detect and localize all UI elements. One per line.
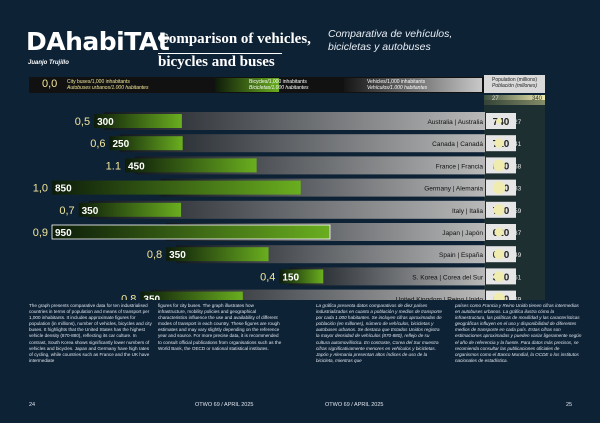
bicycle-value-label: 850 bbox=[55, 184, 72, 195]
bus-value-label: 0,7 bbox=[59, 205, 74, 217]
body-text-col3: La gráfica presenta datos comparativos d… bbox=[316, 303, 442, 363]
country-label: France | Francia bbox=[436, 163, 484, 170]
bus-value-label: 0,8 bbox=[121, 294, 136, 300]
legend-population: Population (millions) Población (millone… bbox=[484, 75, 545, 93]
vehicle-bar bbox=[119, 134, 486, 153]
vehicle-bar bbox=[289, 267, 485, 286]
country-label: Japan | Japón bbox=[442, 230, 483, 237]
vehicle-bar bbox=[88, 200, 485, 219]
country-label: Canada | Canadá bbox=[432, 141, 483, 148]
bicycle-bar bbox=[279, 269, 324, 284]
country-label: S. Korea | Corea del Sur bbox=[412, 274, 484, 281]
title-spanish: Comparativa de vehículos, bicicletas y a… bbox=[328, 28, 453, 53]
legend-bicycle-en: Bicycles/1,000 inhabitants bbox=[249, 79, 307, 85]
population-scale-min: 27 bbox=[492, 96, 499, 102]
country-label: Australia | Australia bbox=[427, 119, 483, 126]
bicycle-bar bbox=[109, 136, 183, 151]
title-underline bbox=[158, 53, 282, 54]
vehicle-bar bbox=[104, 112, 486, 130]
bus-value-label: 0,6 bbox=[90, 138, 105, 150]
legend-bus-label: City buses/1,000 inhabitants Autobuses u… bbox=[67, 79, 148, 91]
body-text-col4: países como Francia y Reino Unido tienen… bbox=[455, 303, 582, 363]
bicycle-bar bbox=[51, 224, 331, 240]
legend: 0,0 City buses/1,000 inhabitants Autobus… bbox=[29, 77, 484, 93]
issue-right: OTWO 69 / APRIL 2025 bbox=[325, 402, 384, 408]
brand-logo: DAhabiTAt bbox=[26, 27, 170, 56]
legend-bus-es: Autobuses urbanos/1.000 habitantes bbox=[67, 85, 149, 91]
bicycle-value-label: 350 bbox=[143, 295, 160, 300]
population-value-label: 41 bbox=[514, 141, 522, 148]
legend-bicycle-es: Bicicletas/1.000 habitantes bbox=[249, 85, 309, 91]
bus-value-label: 0,9 bbox=[33, 227, 48, 239]
country-label: Italy | Italia bbox=[452, 208, 483, 215]
issue-left: OTWO 69 / APRIL 2025 bbox=[195, 402, 254, 408]
page-number-left: 24 bbox=[29, 402, 36, 408]
population-column bbox=[484, 100, 545, 300]
bicycle-value-label: 950 bbox=[55, 228, 72, 239]
bicycle-bar bbox=[124, 158, 257, 173]
country-label: United Kingdom | Reino Unido bbox=[396, 297, 484, 300]
bicycle-bar bbox=[52, 180, 301, 195]
bicycle-bar bbox=[78, 202, 182, 217]
legend-vehicle-es: Vehículos/1.000 habitantes bbox=[367, 85, 428, 91]
population-value-label: 27 bbox=[514, 119, 522, 126]
population-value-label: 37 bbox=[514, 230, 522, 237]
population-circle bbox=[492, 181, 506, 194]
population-value-label: 68 bbox=[514, 163, 522, 170]
bicycle-value-label: 350 bbox=[169, 250, 186, 261]
legend-bicycle-swatch bbox=[215, 78, 279, 92]
title-english: Comparison of vehicles, bicycles and bus… bbox=[158, 31, 311, 70]
population-circle bbox=[493, 292, 505, 300]
population-circle bbox=[494, 227, 504, 237]
population-value-label: 51 bbox=[514, 274, 522, 281]
bicycle-bar bbox=[166, 247, 269, 262]
legend-population-en: Population (millions) bbox=[491, 77, 538, 83]
bicycle-value-label: 350 bbox=[82, 206, 99, 217]
population-circle bbox=[493, 159, 505, 172]
population-scale-max: 340 bbox=[531, 96, 542, 102]
bicycle-bar bbox=[140, 291, 243, 300]
bicycle-value-label: 450 bbox=[128, 161, 145, 172]
population-value-label: 49 bbox=[514, 252, 522, 259]
legend-bus-value: 0,0 bbox=[42, 78, 58, 90]
vehicle-bar bbox=[150, 289, 486, 300]
population-circle bbox=[496, 118, 502, 124]
population-value-label: 69 bbox=[514, 297, 522, 300]
bar-chart: 740Australia | Australia3000,527710Canad… bbox=[33, 100, 545, 300]
author-name: Juanjo Trujillo bbox=[28, 60, 69, 66]
legend-vehicle-en: Vehicles/1,000 inhabitants bbox=[367, 79, 426, 85]
country-label: Germany | Alemania bbox=[424, 186, 483, 193]
bicycle-value-label: 150 bbox=[282, 272, 299, 283]
bicycle-value-label: 250 bbox=[113, 139, 130, 150]
bicycle-value-label: 300 bbox=[97, 117, 114, 128]
population-circle bbox=[493, 271, 505, 282]
population-circle bbox=[493, 249, 505, 260]
bus-value-label: 1,0 bbox=[33, 183, 48, 195]
population-value-label: 59 bbox=[514, 208, 522, 215]
bicycle-bar bbox=[94, 114, 182, 128]
bus-value-label: 0,4 bbox=[260, 271, 275, 283]
page-number-right: 25 bbox=[566, 402, 573, 408]
population-circle bbox=[494, 138, 504, 148]
body-text-col1: The graph presents comparative data for … bbox=[29, 303, 152, 363]
country-label: Spain | España bbox=[439, 252, 483, 259]
bus-value-label: 1.1 bbox=[106, 160, 121, 172]
bus-value-label: 0,8 bbox=[147, 249, 162, 261]
legend-bicycle-label: Bicycles/1,000 inhabitants Bicicletas/1.… bbox=[249, 79, 308, 91]
legend-vehicle-swatch bbox=[344, 78, 482, 92]
population-circle bbox=[493, 204, 505, 216]
body-text-col2: figures for city buses. The graph illust… bbox=[158, 303, 282, 351]
legend-bus-en: City buses/1,000 inhabitants bbox=[67, 79, 130, 85]
legend-population-es: Población (millones) bbox=[491, 83, 538, 89]
population-value-label: 83 bbox=[514, 186, 522, 193]
legend-vehicle-label: Vehicles/1,000 inhabitants Vehículos/1.0… bbox=[367, 79, 427, 91]
bus-value-label: 0,5 bbox=[75, 116, 90, 128]
